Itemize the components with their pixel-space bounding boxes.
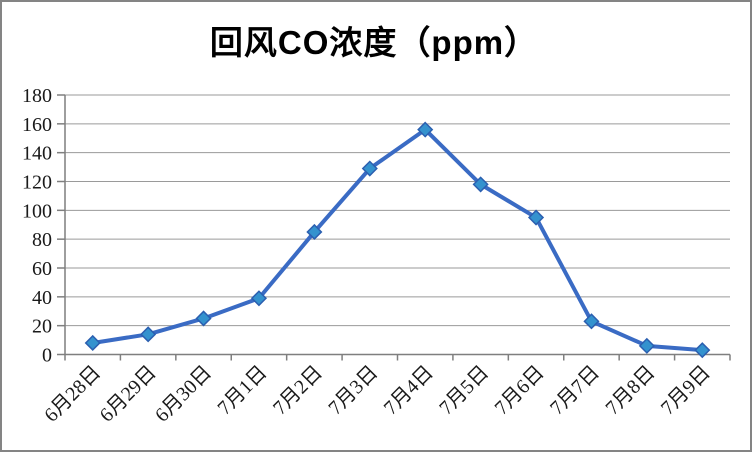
y-tick-label: 160 xyxy=(22,114,52,136)
y-tick-label: 100 xyxy=(22,200,52,222)
data-point-marker xyxy=(583,313,600,330)
x-tick-label: 7月8日 xyxy=(601,361,659,419)
y-tick-label: 20 xyxy=(32,316,52,338)
data-point-marker xyxy=(84,334,101,352)
y-tick-label: 40 xyxy=(32,287,52,309)
y-tick-label: 0 xyxy=(42,345,52,367)
data-point-marker xyxy=(195,310,212,327)
y-tick-label: 120 xyxy=(22,172,52,194)
y-tick-label: 80 xyxy=(32,229,52,251)
x-tick-label: 7月5日 xyxy=(435,361,493,419)
y-tick-label: 60 xyxy=(32,258,52,280)
x-tick-label: 7月7日 xyxy=(546,361,604,419)
data-point-marker xyxy=(361,160,378,177)
data-point-marker xyxy=(250,290,268,307)
chart-title: 回风CO浓度（ppm） xyxy=(209,24,539,61)
x-tick-label: 7月6日 xyxy=(491,361,549,419)
series-line xyxy=(90,127,705,353)
data-point-marker xyxy=(527,209,545,226)
x-tick-label: 6月30日 xyxy=(151,361,216,426)
x-tick-label: 7月9日 xyxy=(657,361,715,419)
x-tick-label: 7月1日 xyxy=(214,361,272,419)
data-point-marker xyxy=(306,223,323,241)
y-tick-label: 180 xyxy=(22,85,52,107)
data-point-marker xyxy=(140,326,157,343)
data-point-marker xyxy=(417,121,434,138)
data-point-marker xyxy=(472,176,489,193)
x-tick-label: 7月4日 xyxy=(380,361,438,419)
data-point-marker xyxy=(694,342,711,359)
data-point-marker xyxy=(638,337,655,354)
y-tick-label: 140 xyxy=(22,143,52,165)
x-tick-label: 6月29日 xyxy=(96,361,161,426)
x-tick-label: 7月2日 xyxy=(269,361,327,419)
x-tick-label: 7月3日 xyxy=(324,361,382,419)
x-tick-label: 6月28日 xyxy=(40,361,105,426)
